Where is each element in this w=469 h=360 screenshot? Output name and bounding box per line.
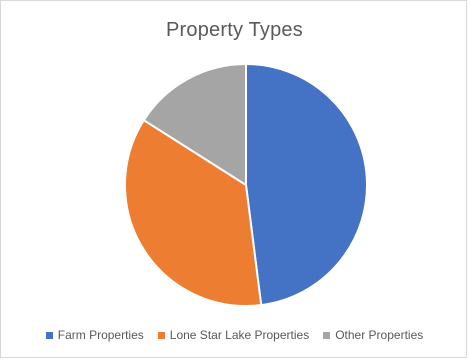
legend-item-other: Other Properties — [323, 328, 423, 342]
legend-label-farm: Farm Properties — [57, 328, 144, 342]
legend-label-lone-star-lake: Lone Star Lake Properties — [169, 328, 310, 342]
pie-slice-lone-star-lake — [124, 118, 263, 307]
pie-slice-farm — [245, 62, 368, 307]
pie-slice-other — [142, 62, 247, 187]
chart-title: Property Types — [166, 19, 303, 41]
legend-item-lone-star-lake: Lone Star Lake Properties — [157, 328, 310, 342]
legend: Farm Properties Lone Star Lake Propertie… — [1, 328, 468, 342]
legend-swatch-farm — [45, 331, 53, 339]
legend-swatch-other — [323, 331, 331, 339]
legend-item-farm: Farm Properties — [45, 328, 144, 342]
legend-swatch-lone-star-lake — [157, 331, 165, 339]
legend-label-other: Other Properties — [335, 328, 424, 342]
